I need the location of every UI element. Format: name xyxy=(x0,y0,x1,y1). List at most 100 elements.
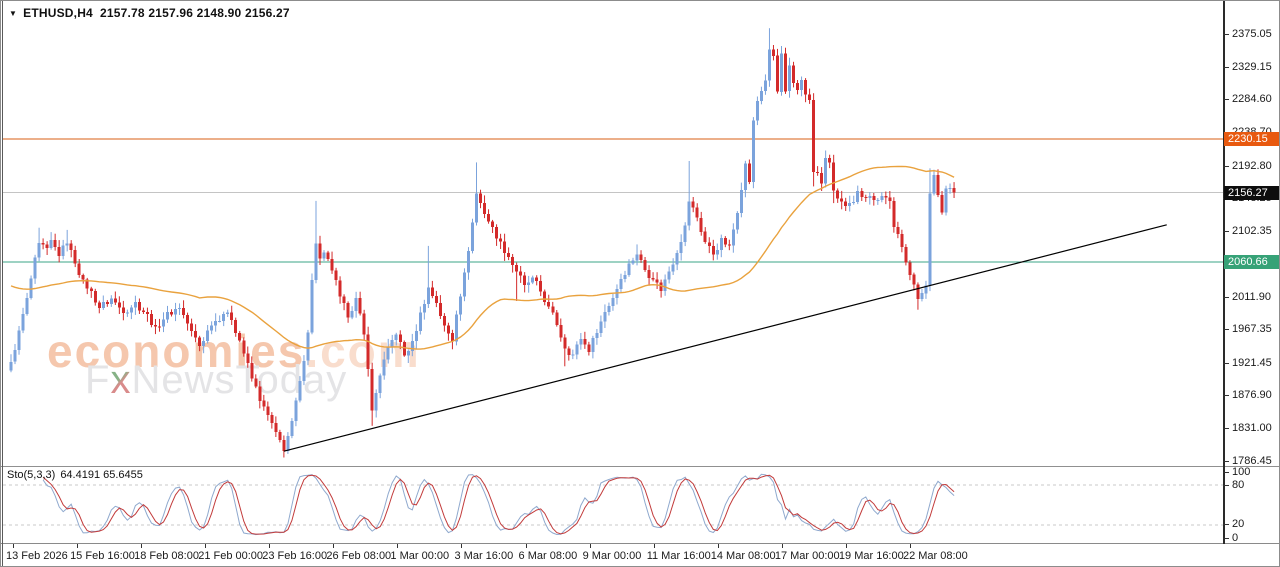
candle-body xyxy=(607,306,611,312)
price-tick-mark xyxy=(1223,165,1229,167)
candle-body xyxy=(727,244,731,246)
time-tick-mark xyxy=(333,544,335,548)
candle-body xyxy=(731,229,735,246)
candle-body xyxy=(262,400,266,407)
candle-body xyxy=(282,440,286,451)
candle-body xyxy=(210,325,214,331)
candle-body xyxy=(61,245,65,257)
candle-body xyxy=(772,49,775,56)
candle-body xyxy=(41,243,45,245)
candle-body xyxy=(940,194,944,213)
candle-body xyxy=(884,195,888,198)
candle-body xyxy=(418,312,422,331)
candles xyxy=(9,28,956,458)
candle-body xyxy=(579,339,583,345)
candle-body xyxy=(535,277,539,282)
sto-tick-mark xyxy=(1223,524,1229,526)
candle-body xyxy=(511,257,515,265)
candle-body xyxy=(154,325,157,327)
candle-body xyxy=(699,217,703,232)
brand-watermark-name: economies xyxy=(47,325,306,377)
candle-body xyxy=(723,238,727,245)
price-axis-border xyxy=(1223,1,1225,544)
candle-body xyxy=(880,195,884,200)
time-tick-mark xyxy=(141,544,143,548)
price-tick-label: 2011.90 xyxy=(1232,290,1271,303)
candle-body xyxy=(711,246,715,255)
candle-body xyxy=(234,320,238,334)
indicator-label: Sto(5,3,3) 64.4191 65.6455 xyxy=(7,469,143,481)
candle-body xyxy=(294,400,298,421)
price-tick-mark xyxy=(1223,394,1229,396)
candle-body xyxy=(840,198,844,202)
candle-body xyxy=(635,254,639,261)
price-tick-mark xyxy=(1223,428,1229,430)
candle-body xyxy=(808,94,812,100)
candle-body xyxy=(828,158,832,163)
candle-body xyxy=(948,187,952,189)
price-badge-support: 2060.66 xyxy=(1224,255,1279,270)
candle-body xyxy=(25,298,29,315)
candle-body xyxy=(65,243,69,246)
price-tick-mark xyxy=(1223,99,1229,101)
candle-body xyxy=(129,307,133,313)
candle-body xyxy=(290,421,294,436)
moving-average-line[interactable] xyxy=(10,165,955,350)
candle-body xyxy=(226,312,230,314)
price-tick-label: 2329.15 xyxy=(1232,60,1272,73)
candle-body xyxy=(603,312,607,322)
candle-body xyxy=(788,65,791,92)
candle-body xyxy=(687,201,691,226)
candle-body xyxy=(812,100,816,172)
candle-body xyxy=(563,337,567,349)
price-tick-label: 1967.35 xyxy=(1232,323,1272,336)
candle-body xyxy=(238,333,242,341)
symbol-dropdown-icon[interactable]: ▼ xyxy=(9,9,18,18)
candle-body xyxy=(776,55,779,92)
candle-body xyxy=(422,303,426,313)
candle-body xyxy=(278,431,282,441)
candle-body xyxy=(591,338,595,353)
candle-body xyxy=(334,270,338,281)
candle-body xyxy=(406,351,410,356)
candle-body xyxy=(246,353,250,363)
candle-body xyxy=(77,263,81,276)
candle-body xyxy=(17,330,21,351)
price-tick-label: 1786.45 xyxy=(1232,454,1272,467)
candle-body xyxy=(719,238,723,250)
candle-body xyxy=(763,80,767,92)
candle-body xyxy=(551,306,555,313)
candle-body xyxy=(286,435,290,451)
ascending-trendline[interactable] xyxy=(283,224,1167,452)
candle-body xyxy=(475,193,478,223)
ohlc-quotes: 2157.78 2157.96 2148.90 2156.27 xyxy=(100,6,290,20)
candle-body xyxy=(796,83,799,90)
candle-body xyxy=(430,287,434,297)
candle-body xyxy=(892,200,896,227)
candle-body xyxy=(242,340,246,354)
candle-body xyxy=(158,326,161,328)
time-tick-mark xyxy=(653,544,655,548)
price-tick-label: 1921.45 xyxy=(1232,356,1272,369)
candle-body xyxy=(402,342,406,356)
candle-body xyxy=(852,202,856,204)
candle-body xyxy=(547,302,551,307)
candle-body xyxy=(390,339,394,347)
candle-body xyxy=(611,297,615,307)
time-tick-mark xyxy=(397,544,399,548)
candle-body xyxy=(896,226,900,234)
candle-body xyxy=(860,190,864,198)
time-tick-mark xyxy=(717,544,719,548)
candle-body xyxy=(575,344,579,355)
candle-body xyxy=(266,406,270,415)
candle-body xyxy=(651,278,655,280)
stochastic-signal-line xyxy=(42,474,955,535)
candle-body xyxy=(73,249,77,264)
candle-body xyxy=(45,244,49,249)
pane-divider[interactable] xyxy=(1,466,1279,467)
candle-body xyxy=(587,344,591,353)
candle-body xyxy=(49,240,53,249)
sto-scale-label: 0 xyxy=(1232,531,1239,544)
price-badge-resistance: 2230.15 xyxy=(1224,132,1279,147)
